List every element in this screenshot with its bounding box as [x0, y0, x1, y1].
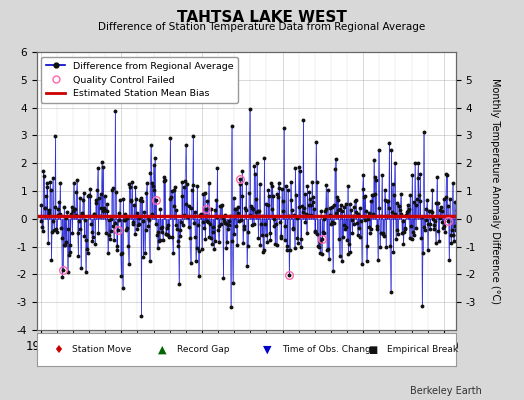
- Text: Time of Obs. Change: Time of Obs. Change: [282, 345, 376, 354]
- Text: Empirical Break: Empirical Break: [387, 345, 458, 354]
- Legend: Difference from Regional Average, Quality Control Failed, Estimated Station Mean: Difference from Regional Average, Qualit…: [41, 57, 238, 103]
- Text: Difference of Station Temperature Data from Regional Average: Difference of Station Temperature Data f…: [99, 22, 425, 32]
- Text: ▼: ▼: [263, 344, 271, 354]
- Text: ■: ■: [368, 344, 377, 354]
- Text: Station Move: Station Move: [72, 345, 132, 354]
- Y-axis label: Monthly Temperature Anomaly Difference (°C): Monthly Temperature Anomaly Difference (…: [490, 78, 500, 304]
- Text: ▲: ▲: [158, 344, 167, 354]
- Text: Berkeley Earth: Berkeley Earth: [410, 386, 482, 396]
- Text: TAHTSA LAKE WEST: TAHTSA LAKE WEST: [177, 10, 347, 25]
- Text: Record Gap: Record Gap: [177, 345, 230, 354]
- Text: ♦: ♦: [53, 344, 63, 354]
